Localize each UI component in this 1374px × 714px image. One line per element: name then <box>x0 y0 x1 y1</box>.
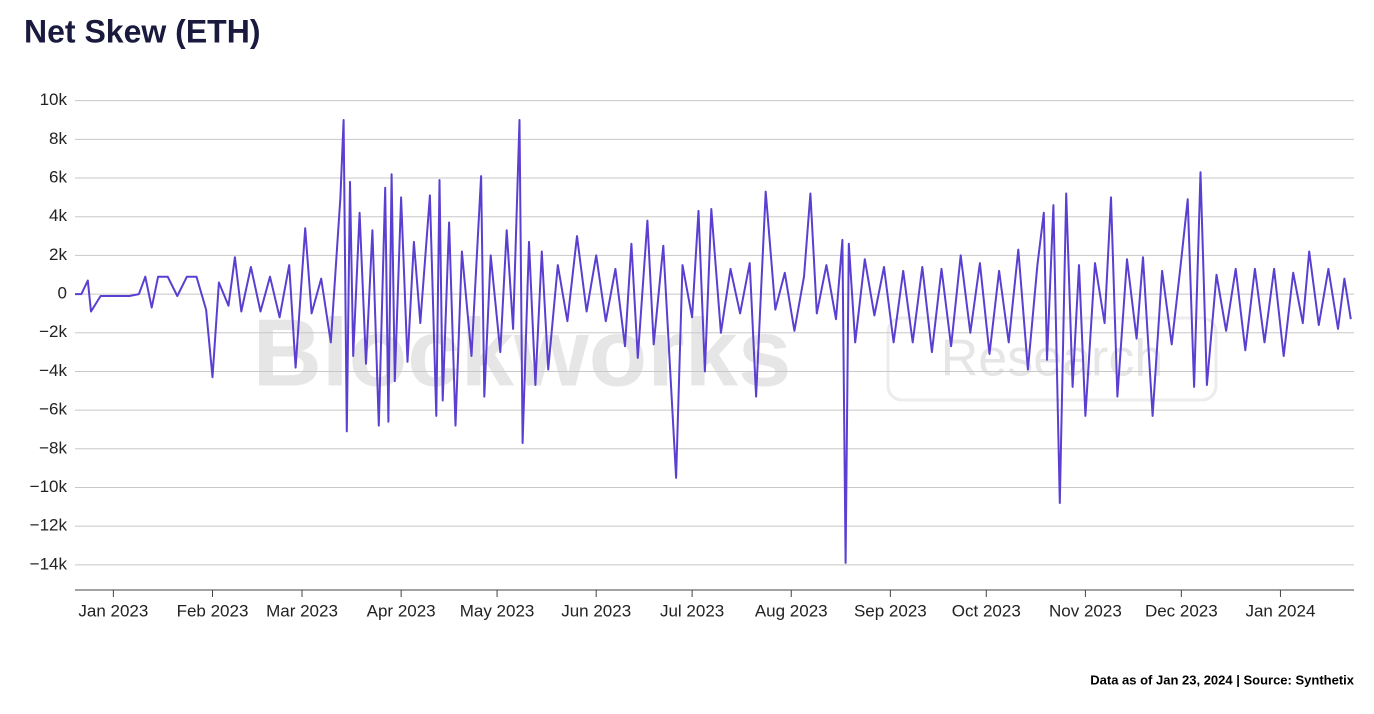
y-tick-label: −4k <box>39 361 67 380</box>
x-tick-label: Jul 2023 <box>660 601 724 620</box>
x-tick-label: Aug 2023 <box>755 601 828 620</box>
x-tick-label: May 2023 <box>460 601 535 620</box>
y-tick-label: 8k <box>49 129 67 148</box>
y-tick-label: −10k <box>30 477 68 496</box>
y-tick-label: 6k <box>49 168 67 187</box>
chart-title: Net Skew (ETH) <box>24 13 260 49</box>
y-tick-label: 10k <box>40 90 68 109</box>
y-tick-label: −12k <box>30 516 68 535</box>
x-tick-label: Sep 2023 <box>854 601 927 620</box>
watermark: Research <box>941 330 1164 388</box>
y-tick-label: −14k <box>30 554 68 573</box>
y-tick-label: 2k <box>49 245 67 264</box>
x-tick-label: Jan 2024 <box>1245 601 1315 620</box>
x-tick-label: Apr 2023 <box>367 601 436 620</box>
x-tick-label: Feb 2023 <box>177 601 249 620</box>
y-tick-label: 4k <box>49 206 67 225</box>
watermark-box <box>886 316 1218 402</box>
footnote: Data as of Jan 23, 2024 | Source: Synthe… <box>1090 672 1355 687</box>
x-tick-label: Nov 2023 <box>1049 601 1122 620</box>
x-tick-label: Dec 2023 <box>1145 601 1218 620</box>
x-tick-label: Jan 2023 <box>78 601 148 620</box>
y-tick-label: 0 <box>58 284 67 303</box>
y-tick-label: −6k <box>39 400 67 419</box>
y-tick-label: −2k <box>39 322 67 341</box>
x-tick-label: Jun 2023 <box>561 601 631 620</box>
x-tick-label: Oct 2023 <box>952 601 1021 620</box>
series-line <box>75 119 1352 564</box>
y-tick-label: −8k <box>39 438 67 457</box>
x-tick-label: Mar 2023 <box>266 601 338 620</box>
